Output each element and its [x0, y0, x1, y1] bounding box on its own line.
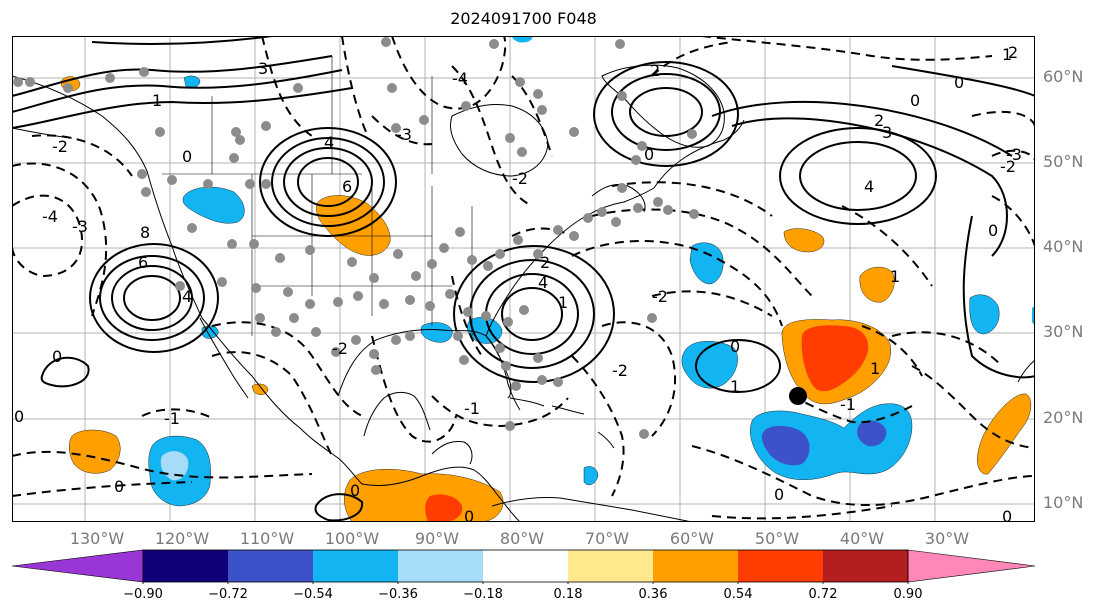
contour-label: 4 [324, 133, 334, 152]
latitude-label: 40°N [1043, 237, 1084, 256]
contour-label: 0 [988, 221, 998, 240]
contour-label: 0 [464, 507, 474, 522]
contour-label: -4 [452, 69, 468, 88]
contour-label: 1 [1002, 45, 1012, 64]
contour-label: -3 [72, 217, 88, 236]
contour-label: 2 [540, 253, 550, 272]
contour-label: -1 [164, 409, 180, 428]
contour-label: -3 [1006, 145, 1022, 164]
longitude-label: 90°W [414, 529, 460, 548]
map-title: 2024091700 F048 [450, 9, 597, 28]
colorbar [11, 549, 1036, 584]
contour-label: 2 [650, 61, 660, 80]
longitude-label: 60°W [669, 529, 715, 548]
contour-label: -4 [42, 207, 58, 226]
colorbar-bin [228, 550, 313, 582]
latitude-label: 60°N [1043, 67, 1084, 86]
contour-label: -1 [464, 399, 480, 418]
contour-label: 6 [342, 177, 352, 196]
contour-label: -2 [612, 361, 628, 380]
contour-label: 0 [774, 485, 784, 504]
map-canvas: 0 0 0 0 0 0 0 0 0 0 0 0 0 1 1 1 1 1 1 2 … [12, 36, 1035, 522]
contour-label: 0 [910, 91, 920, 110]
contour-label: -2 [332, 339, 348, 358]
colorbar-tick-label: −0.72 [208, 587, 248, 602]
contour-label: -3 [396, 125, 412, 144]
longitude-label: 130°W [69, 529, 125, 548]
longitude-label: 110°W [239, 529, 295, 548]
contour-label: 0 [644, 145, 654, 164]
contour-label: 4 [538, 273, 548, 292]
contour-label: 4 [182, 287, 192, 306]
colorbar-bin [313, 550, 398, 582]
contour-label: -1 [840, 395, 856, 414]
longitude-label: 70°W [584, 529, 630, 548]
contour-label: 4 [864, 177, 874, 196]
contour-label: -2 [52, 137, 68, 156]
contour-label: 3 [882, 123, 892, 142]
colorbar-tick-label: 0.36 [638, 587, 668, 602]
longitude-label: 30°W [924, 529, 970, 548]
contour-label: 0 [350, 481, 360, 500]
latitude-label: 30°N [1043, 322, 1084, 341]
longitude-label: 40°W [839, 529, 885, 548]
longitude-label: 80°W [499, 529, 545, 548]
colorbar-bin [568, 550, 653, 582]
colorbar-bin [738, 550, 823, 582]
colorbar-bin [483, 550, 568, 582]
contour-label: 0 [14, 407, 24, 426]
contour-label: 2 [874, 111, 884, 130]
storm-center-marker [789, 387, 807, 405]
colorbar-tick-label: 0.54 [723, 587, 753, 602]
colorbar-tick-label: 0.18 [553, 587, 583, 602]
contour-label: 1 [558, 293, 568, 312]
contour-label: 0 [954, 73, 964, 92]
contour-label: -2 [512, 169, 528, 188]
latitude-label: 10°N [1043, 493, 1084, 512]
contour-label: 1 [890, 267, 900, 286]
colorbar-over [907, 549, 1036, 583]
contour-label: 0 [182, 147, 192, 166]
contour-label: 1 [730, 377, 740, 396]
colorbar-tick-label: −0.54 [293, 587, 333, 602]
contour-label: 8 [140, 223, 150, 242]
contour-label: -2 [652, 287, 668, 306]
latitude-label: 50°N [1043, 152, 1084, 171]
colorbar-bin [823, 550, 908, 582]
station-markers [13, 37, 699, 439]
colorbar-tick-label: 0.72 [808, 587, 838, 602]
colorbar-bin [398, 550, 483, 582]
contour-label: 6 [138, 253, 148, 272]
contour-label: -2 [1000, 157, 1016, 176]
contour-label: 2 [1008, 43, 1018, 62]
colorbar-bin [143, 550, 228, 582]
longitude-label: 100°W [324, 529, 380, 548]
contour-label: 0 [730, 337, 740, 356]
contour-label-group: 0 0 0 0 0 0 0 0 0 0 0 0 0 1 1 1 1 1 1 2 … [14, 43, 1022, 522]
colorbar-tick-label: −0.18 [463, 587, 503, 602]
map-panel: 0 0 0 0 0 0 0 0 0 0 0 0 0 1 1 1 1 1 1 2 … [12, 36, 1035, 522]
contour-label: 1 [152, 91, 162, 110]
contour-label: 3 [258, 59, 268, 78]
contour-label: 0 [1002, 507, 1012, 522]
colorbar-outline [142, 549, 909, 583]
contour-label: 0 [52, 347, 62, 366]
latitude-label: 20°N [1043, 408, 1084, 427]
colorbar-tick-label: 0.90 [893, 587, 923, 602]
contour-label: 1 [870, 359, 880, 378]
colorbar-tick-label: −0.36 [378, 587, 418, 602]
colorbar-tick-label: −0.90 [123, 587, 163, 602]
contour-label: 0 [114, 477, 124, 496]
longitude-label: 120°W [154, 529, 210, 548]
longitude-label: 50°W [754, 529, 800, 548]
colorbar-bin [653, 550, 738, 582]
anomaly-shading [61, 36, 1035, 522]
colorbar-under [11, 549, 144, 583]
